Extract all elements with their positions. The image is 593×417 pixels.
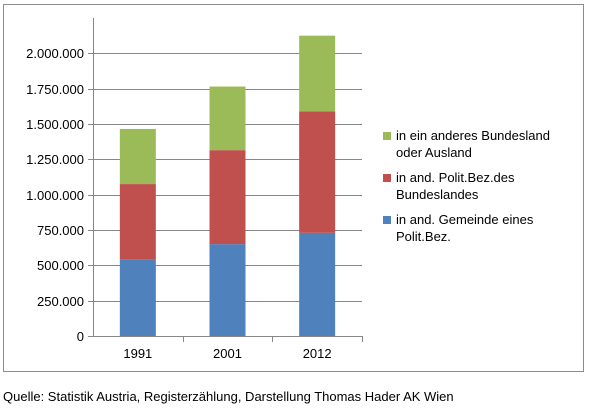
x-tick-label: 1991 <box>123 346 152 361</box>
bar-segment <box>119 259 156 336</box>
y-tick-label: 250.000 <box>37 294 84 309</box>
bars <box>119 35 336 336</box>
bar-segment <box>299 232 336 336</box>
source-note: Quelle: Statistik Austria, Registerzählu… <box>3 389 454 404</box>
legend-swatch <box>383 132 391 140</box>
chart-frame: 0 250.000 500.000 750.000 1.000.000 1.250.000… <box>3 4 584 372</box>
bar-segment <box>119 184 156 260</box>
y-tick-label: 1.000.000 <box>26 188 84 203</box>
axes: 0 250.000 500.000 750.000 1.000.000 1.250.000… <box>26 18 363 361</box>
bar-segment <box>299 111 336 233</box>
bar-segment <box>209 244 246 336</box>
y-tick-label: 1.500.000 <box>26 117 84 132</box>
y-tick-label: 1.750.000 <box>26 82 84 97</box>
bar-segment <box>209 150 246 245</box>
bar-segment <box>299 35 336 112</box>
legend-label: in and. Gemeinde eines Polit.Bez. <box>396 212 534 244</box>
stacked-bar-chart: 0 250.000 500.000 750.000 1.000.000 1.250.000… <box>26 18 550 361</box>
x-tick-label: 2001 <box>213 346 242 361</box>
y-tick-label: 500.000 <box>37 258 84 273</box>
y-tick-label: 2.000.000 <box>26 46 84 61</box>
y-tick-label: 1.250.000 <box>26 152 84 167</box>
legend-swatch <box>383 174 391 182</box>
x-tick-label: 2012 <box>303 346 332 361</box>
legend-label: in ein anderes Bundesland oder Ausland <box>396 128 550 160</box>
y-tick-label: 750.000 <box>37 223 84 238</box>
bar-segment <box>209 86 246 151</box>
bar-segment <box>119 128 156 185</box>
y-tick-label: 0 <box>77 329 84 344</box>
legend-label: in and. Polit.Bez.des Bundeslandes <box>396 170 515 202</box>
legend-swatch <box>383 216 391 224</box>
legend: in ein anderes Bundesland oder Ausland in … <box>383 128 550 244</box>
